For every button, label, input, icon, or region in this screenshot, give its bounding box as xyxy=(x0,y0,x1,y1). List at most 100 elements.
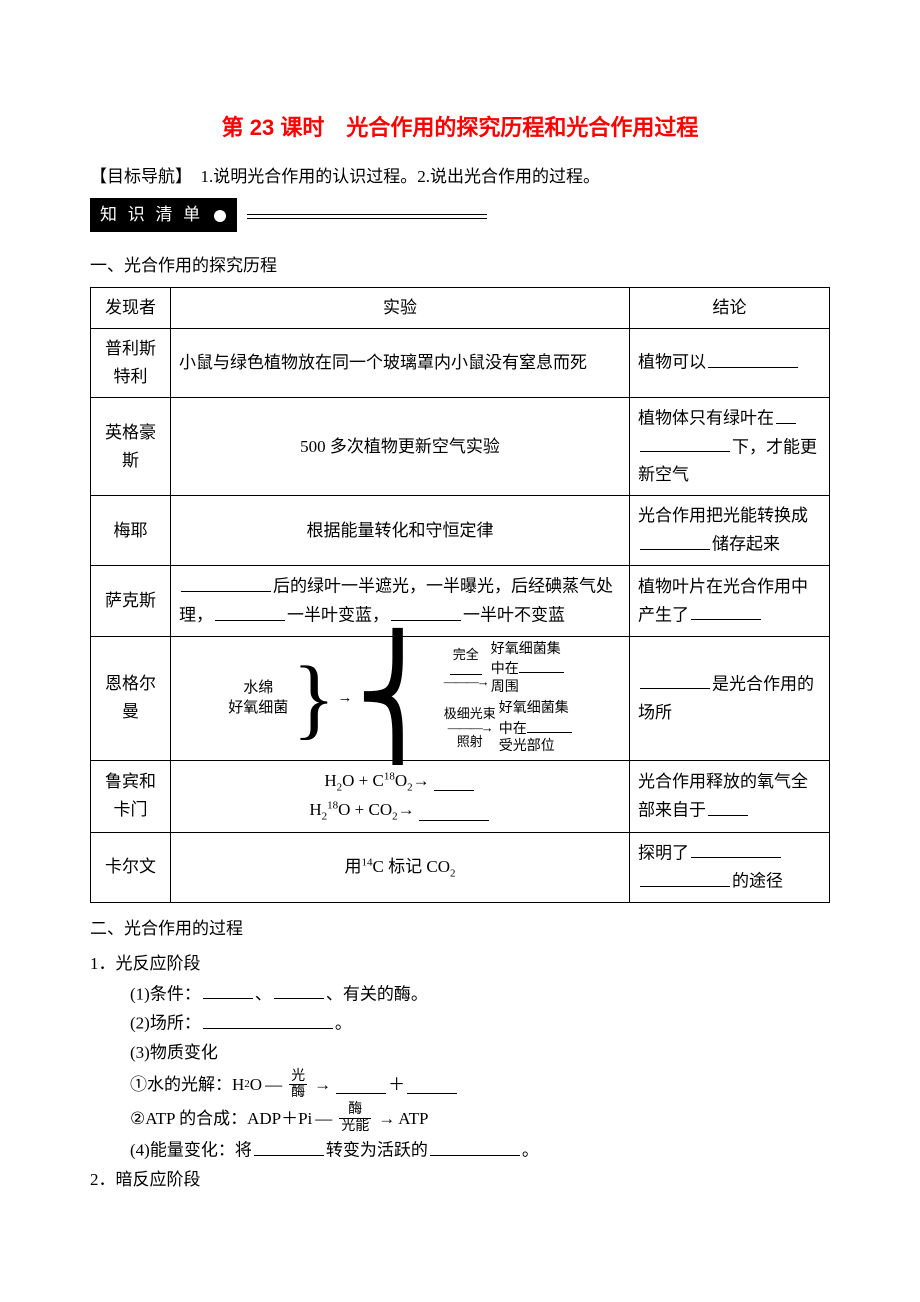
text-span: 受光部位 xyxy=(499,738,572,756)
cell-experiment: 根据能量转化和守恒定律 xyxy=(171,496,630,566)
text-span: ①水的光解：H xyxy=(130,1071,244,1098)
cell-experiment-diagram: 水绵 好氧细菌 } → ⎨ 完全 ———→ xyxy=(171,636,630,760)
lesson-title: 第 23 课时 光合作用的探究历程和光合作用过程 xyxy=(90,110,830,145)
list-item: ②ATP 的合成：ADP＋Pi — 酶 光能 → ATP xyxy=(130,1102,830,1134)
text-span: 完全 xyxy=(453,648,479,662)
text-span: 。 xyxy=(522,1141,539,1160)
cell-conclusion: 探明了 的途径 xyxy=(630,832,830,902)
th-discoverer: 发现者 xyxy=(91,287,171,328)
text-span: 水绵 xyxy=(243,678,273,698)
text-span: ②ATP 的合成：ADP＋Pi xyxy=(130,1105,312,1132)
blank-fill xyxy=(336,1075,386,1095)
text-span: 转变为活跃的 xyxy=(326,1141,428,1160)
th-conclusion: 结论 xyxy=(630,287,830,328)
table-header-row: 发现者 实验 结论 xyxy=(91,287,830,328)
fraction: 酶 光能 xyxy=(339,1102,371,1134)
cell-experiment: 后的绿叶一半遮光，一半曝光，后经碘蒸气处理，一半叶变蓝，一半叶不变蓝 xyxy=(171,566,630,636)
frac-bot: 酶 xyxy=(289,1084,307,1100)
blank-fill xyxy=(450,661,482,675)
text-span: 好氧细菌 xyxy=(228,698,288,718)
banner-rule-icon xyxy=(247,214,487,219)
table-row: 萨克斯 后的绿叶一半遮光，一半曝光，后经碘蒸气处理，一半叶变蓝，一半叶不变蓝 植… xyxy=(91,566,830,636)
list-item: (4)能量变化：将 转变为活跃的 。 xyxy=(130,1136,830,1164)
list-item: (2)场所： 。 xyxy=(130,1009,830,1037)
blank-fill xyxy=(519,658,564,673)
superscript: 14 xyxy=(362,856,373,868)
history-table: 发现者 实验 结论 普利斯特利 小鼠与绿色植物放在同一个玻璃罩内小鼠没有窒息而死… xyxy=(90,287,830,903)
cell-conclusion: 是光合作用的场所 xyxy=(630,636,830,760)
banner-wrap: 知 识 清 单 xyxy=(90,198,830,245)
text-span: 。 xyxy=(335,1014,352,1033)
text-span: 的途径 xyxy=(732,872,783,891)
cell-conclusion: 植物体只有绿叶在 下，才能更新空气 xyxy=(630,397,830,496)
cell-experiment: 500 多次植物更新空气实验 xyxy=(171,397,630,496)
text-span: 一半叶变蓝， xyxy=(287,606,389,625)
cell-discoverer: 普利斯特利 xyxy=(91,328,171,397)
blank-fill xyxy=(215,601,285,621)
brace-icon: } xyxy=(292,658,335,739)
blank-fill xyxy=(254,1136,324,1156)
cell-conclusion: 光合作用把光能转换成储存起来 xyxy=(630,496,830,566)
text-span: 用 xyxy=(345,857,362,876)
subscript: 2 xyxy=(450,867,456,879)
arrow-icon: ———→ xyxy=(448,721,492,735)
diagram-result: 好氧细菌集 中在 周围 xyxy=(491,641,564,697)
equation-text: H218O + CO2→ xyxy=(309,796,414,826)
text-span: 好氧细菌集 xyxy=(499,700,572,718)
circle-icon xyxy=(213,209,227,223)
text-span: 极细光束 xyxy=(444,707,496,721)
diagram-branches: 完全 ———→ 好氧细菌集 中在 周围 xyxy=(443,641,572,756)
blank-fill xyxy=(691,601,761,621)
diagram-inputs: 水绵 好氧细菌 xyxy=(228,678,288,719)
blank-fill xyxy=(434,772,474,792)
text-span: C 标记 CO xyxy=(373,857,450,876)
knowledge-banner: 知 识 清 单 xyxy=(90,198,237,231)
cell-conclusion: 植物叶片在光合作用中产生了 xyxy=(630,566,830,636)
objective-line: 【目标导航】 1.说明光合作用的认识过程。2.说出光合作用的过程。 xyxy=(90,163,830,190)
text-span: 、有关的酶。 xyxy=(326,984,428,1003)
text-span: 植物可以 xyxy=(638,353,706,372)
text-span: 周围 xyxy=(491,679,564,697)
diagram-result: 好氧细菌集 中在 受光部位 xyxy=(499,700,572,756)
cell-discoverer: 卡尔文 xyxy=(91,832,171,902)
blank-fill xyxy=(203,1009,333,1029)
table-row: 英格豪斯 500 多次植物更新空气实验 植物体只有绿叶在 下，才能更新空气 xyxy=(91,397,830,496)
arrow-icon: → xyxy=(337,688,352,708)
text-span: 一半叶不变蓝 xyxy=(463,606,565,625)
blank-fill xyxy=(407,1075,457,1095)
equation-text: H2O + C18O2→ xyxy=(324,767,429,797)
table-row: 卡尔文 用14C 标记 CO2 探明了 的途径 xyxy=(91,832,830,902)
cell-discoverer: 梅耶 xyxy=(91,496,171,566)
blank-fill xyxy=(691,839,781,859)
text-span: O xyxy=(250,1071,262,1098)
cell-discoverer: 英格豪斯 xyxy=(91,397,171,496)
blank-fill xyxy=(274,980,324,1000)
cell-experiment: 用14C 标记 CO2 xyxy=(171,832,630,902)
page-root: 第 23 课时 光合作用的探究历程和光合作用过程 【目标导航】 1.说明光合作用… xyxy=(0,0,920,1302)
section-1-heading: 一、光合作用的探究历程 xyxy=(90,252,830,279)
text-span: 探明了 xyxy=(638,843,689,862)
cell-discoverer: 萨克斯 xyxy=(91,566,171,636)
blank-fill xyxy=(527,718,572,733)
banner-text: 知 识 清 单 xyxy=(100,205,203,224)
th-experiment: 实验 xyxy=(171,287,630,328)
condition-arrow: 极细光束 ———→ 照射 xyxy=(444,707,496,748)
text-span: (4)能量变化：将 xyxy=(130,1141,252,1160)
text-span: 照射 xyxy=(457,735,483,749)
blank-fill xyxy=(640,530,710,550)
point-1-sublist: (1)条件：、、有关的酶。 (2)场所：。 (3)物质变化 ①水的光解：H2O … xyxy=(90,980,830,1164)
section-2-heading: 二、光合作用的过程 xyxy=(90,915,830,942)
text-span: 中在 xyxy=(491,662,519,677)
frac-top: 光 xyxy=(289,1069,307,1084)
dash-icon: — xyxy=(265,1071,282,1098)
dash-icon: — xyxy=(315,1105,332,1132)
cell-conclusion: 植物可以 xyxy=(630,328,830,397)
frac-top: 酶 xyxy=(346,1102,364,1117)
text-span: (2)场所： xyxy=(130,1014,201,1033)
list-item: (3)物质变化 xyxy=(130,1039,830,1066)
blank-fill xyxy=(203,980,253,1000)
text-span: 光合作用把光能转换成 xyxy=(638,506,808,525)
cell-conclusion: 光合作用释放的氧气全部来自于 xyxy=(630,760,830,832)
cell-experiment: 小鼠与绿色植物放在同一个玻璃罩内小鼠没有窒息而死 xyxy=(171,328,630,397)
frac-bot: 光能 xyxy=(339,1118,371,1134)
